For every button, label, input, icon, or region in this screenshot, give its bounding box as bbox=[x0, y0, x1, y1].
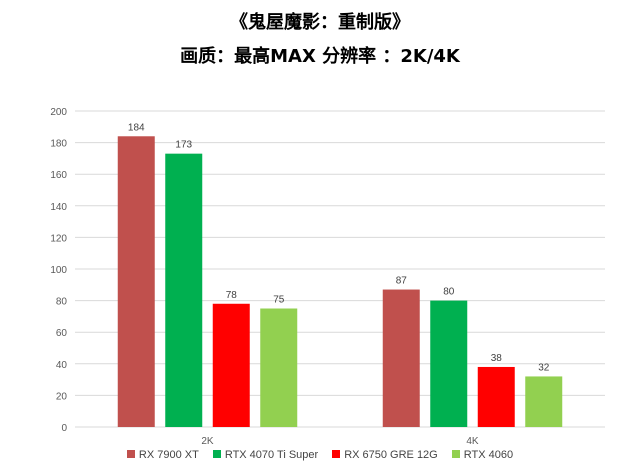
legend-swatch bbox=[126, 450, 135, 458]
data-label: 32 bbox=[538, 362, 550, 373]
bar bbox=[382, 289, 420, 427]
legend-label: RTX 4060 bbox=[463, 449, 514, 461]
y-tick-label: 140 bbox=[50, 202, 67, 213]
y-tick-label: 200 bbox=[50, 107, 67, 118]
bar bbox=[477, 366, 515, 427]
bar bbox=[117, 136, 155, 427]
y-tick-label: 20 bbox=[56, 391, 68, 402]
bar bbox=[165, 153, 203, 427]
legend-swatch bbox=[451, 450, 460, 458]
x-tick-label: 2K bbox=[201, 436, 214, 447]
legend-item: RTX 4070 Ti Super bbox=[212, 449, 319, 461]
data-label: 78 bbox=[226, 290, 238, 301]
y-tick-label: 0 bbox=[61, 423, 67, 434]
x-tick-label: 4K bbox=[466, 436, 479, 447]
data-label: 38 bbox=[491, 353, 503, 364]
chart-title: 《鬼屋魔影：重制版》 bbox=[230, 12, 410, 33]
legend: RX 7900 XT RTX 4070 Ti Super RX 6750 GRE 1… bbox=[0, 449, 640, 461]
legend-item: RTX 4060 bbox=[451, 449, 514, 461]
legend-item: RX 7900 XT bbox=[126, 449, 199, 461]
y-tick-label: 100 bbox=[50, 265, 67, 276]
legend-item: RX 6750 GRE 12G bbox=[332, 449, 438, 461]
legend-swatch bbox=[332, 450, 341, 458]
y-tick-label: 120 bbox=[50, 233, 67, 244]
bar bbox=[430, 300, 468, 427]
y-tick-label: 80 bbox=[56, 297, 68, 308]
bar bbox=[260, 308, 298, 427]
data-label: 75 bbox=[273, 295, 285, 306]
y-tick-label: 160 bbox=[50, 170, 67, 181]
data-label: 87 bbox=[396, 276, 408, 287]
data-label: 184 bbox=[128, 122, 145, 133]
y-tick-label: 60 bbox=[56, 328, 68, 339]
y-tick-label: 180 bbox=[50, 139, 67, 150]
chart-subtitle: 画质：最高MAX 分辨率 ：2K/4K bbox=[180, 46, 460, 67]
legend-swatch bbox=[212, 450, 221, 458]
y-tick-label: 40 bbox=[56, 360, 68, 371]
data-label: 80 bbox=[443, 287, 455, 298]
data-label: 173 bbox=[175, 140, 192, 151]
legend-label: RX 7900 XT bbox=[138, 449, 199, 461]
legend-label: RX 6750 GRE 12G bbox=[344, 449, 438, 461]
bar bbox=[525, 376, 563, 427]
legend-label: RTX 4070 Ti Super bbox=[224, 449, 319, 461]
bar bbox=[212, 303, 250, 427]
